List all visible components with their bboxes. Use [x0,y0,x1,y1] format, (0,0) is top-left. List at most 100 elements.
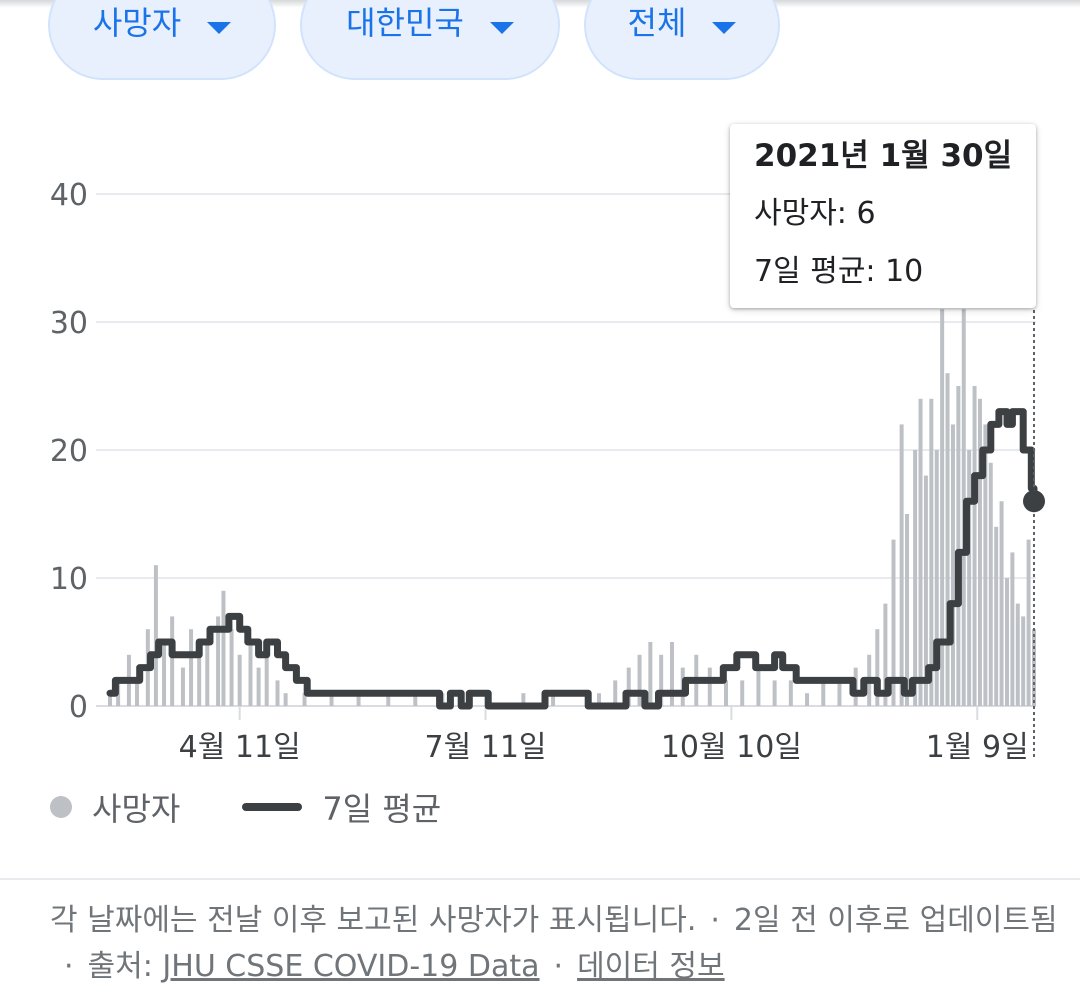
bar [162,642,167,706]
bar [923,475,928,706]
bar [275,680,280,706]
bar [994,526,999,706]
bar [189,629,194,706]
bar [988,462,993,706]
bar [740,680,745,706]
bar [772,680,777,706]
average-legend-swatch [242,803,303,811]
bar [135,680,140,706]
x-tick-label: 1월 9일 [926,730,1029,765]
x-tick-label: 4월 11일 [179,730,301,765]
bar [170,616,175,706]
bar [913,450,918,706]
bar [669,642,674,706]
x-tick-label: 7월 11일 [425,730,547,765]
region-filter-chip[interactable]: 대한민국 [300,0,560,80]
bar [648,642,653,706]
bar [945,373,950,706]
footer-separator: · [64,949,74,984]
tooltip-average: 7일 평균: 10 [754,254,924,289]
deaths-legend-label: 사망자 [92,790,181,828]
bar [891,539,896,706]
x-tick-label: 10월 10일 [661,730,802,765]
chart-footer: 각 날짜에는 전날 이후 보고된 사망자가 표시됩니다. · 2일 전 이후로 업데… [50,898,1060,990]
data-info-link[interactable]: 데이터 정보 [577,949,725,984]
bar [1026,539,1031,706]
bar [934,450,939,706]
bar [180,667,185,706]
bar [329,693,334,706]
bar [1032,629,1036,706]
deaths-legend-swatch [50,796,72,818]
bar [977,398,982,706]
period-filter-chip[interactable]: 전체 [584,0,780,80]
bar [386,693,391,706]
y-tick-label: 0 [69,690,88,725]
dropdown-arrow-icon [207,22,232,34]
average-legend-label: 7일 평균 [322,790,442,828]
footer-source-prefix: 출처: [87,949,153,984]
bar [899,424,904,706]
bar [875,629,880,706]
average-line [106,408,1038,710]
bar [264,654,269,706]
bar [756,667,761,706]
bar [637,654,642,706]
bar [956,386,961,706]
bar [724,680,728,706]
bar [205,642,210,706]
bar [918,398,923,706]
bar [237,654,242,706]
bar [1004,578,1009,706]
hover-point-marker [1023,490,1045,513]
bar [153,565,158,706]
bar [905,514,910,706]
metric-filter-chip[interactable]: 사망자 [48,0,276,80]
bar [221,590,226,706]
bar [551,693,556,706]
bar [283,693,288,706]
bar [788,680,793,706]
bar [805,693,810,706]
bar [659,654,664,706]
y-tick-label: 40 [50,178,88,213]
bar [413,693,418,706]
dropdown-arrow-icon [489,22,514,34]
bar [1010,552,1015,706]
bar [216,616,221,706]
bar [248,642,253,706]
bar [1015,603,1020,706]
bar [302,693,307,706]
deaths-chart[interactable]: 0 10 20 30 40 4월 11일 7월 11일 10월 10일 1월 9일 [0,0,1080,780]
bar [929,398,934,706]
metric-filter-label: 사망자 [92,4,182,42]
bar [983,424,988,706]
bar [597,693,602,706]
source-link[interactable]: JHU CSSE COVID-19 Data [162,949,540,984]
bar [521,693,526,706]
bar [626,667,631,706]
bar [229,629,234,706]
bar [707,667,712,706]
bar [837,680,842,706]
bar [950,424,955,706]
footer-separator: · [553,949,564,984]
y-tick-label: 10 [50,562,88,597]
chart-tooltip: 2021년 1월 30일 사망자: 6 7일 평균: 10 [730,124,1036,308]
footer-note: 각 날짜에는 전날 이후 보고된 사망자가 표시됩니다. [50,903,697,938]
chart-legend: 사망자 7일 평균 [50,784,441,830]
section-divider [0,878,1080,880]
footer-updated: 2일 전 이후로 업데이트됨 [733,903,1058,938]
period-filter-label: 전체 [627,4,687,42]
dropdown-arrow-icon [712,22,737,34]
bar [197,654,202,706]
bar [967,450,972,706]
region-filter-label: 대한민국 [346,4,464,42]
bar [356,693,361,706]
tooltip-deaths: 사망자: 6 [754,196,876,231]
y-tick-label: 20 [50,434,88,469]
bar [821,680,826,706]
bar [108,693,112,706]
bar [1021,616,1026,706]
bar [940,309,945,706]
